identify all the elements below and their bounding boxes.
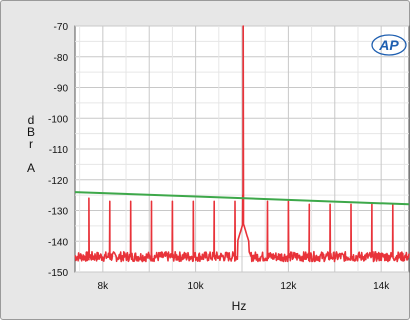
y-tick-label: -100: [48, 114, 68, 125]
limit-line: [74, 191, 410, 206]
y-tick-label: -110: [49, 145, 69, 156]
y-tick-label: -140: [48, 237, 68, 248]
x-tick-label: 8k: [98, 281, 110, 292]
y-tick-labels: -70 -80 -90 -100 -110 -120 -130 -140 -150: [48, 22, 68, 279]
y-tick-label: -80: [54, 53, 69, 64]
x-tick-labels: 8k 10k 12k 14k: [98, 281, 391, 292]
y-label-char: d: [28, 113, 35, 127]
y-tick-label: -150: [48, 268, 68, 279]
spectrum-line: [74, 25, 410, 263]
x-tick-label: 12k: [280, 281, 297, 292]
y-tick-label: -70: [54, 22, 69, 33]
x-tick-label: 10k: [188, 281, 205, 292]
y-tick-label: -90: [54, 84, 69, 95]
x-tick-label: 14k: [373, 281, 390, 292]
y-tick-label: -120: [48, 176, 68, 187]
y-label-char: r: [29, 137, 33, 151]
ap-logo: AP: [371, 34, 407, 56]
ap-logo-text: AP: [378, 37, 399, 53]
y-tick-label: -130: [48, 207, 68, 218]
y-label-char: B: [27, 125, 35, 139]
series-group: [74, 25, 410, 263]
x-axis-label: Hz: [232, 299, 247, 313]
y-label-char: A: [27, 161, 35, 175]
